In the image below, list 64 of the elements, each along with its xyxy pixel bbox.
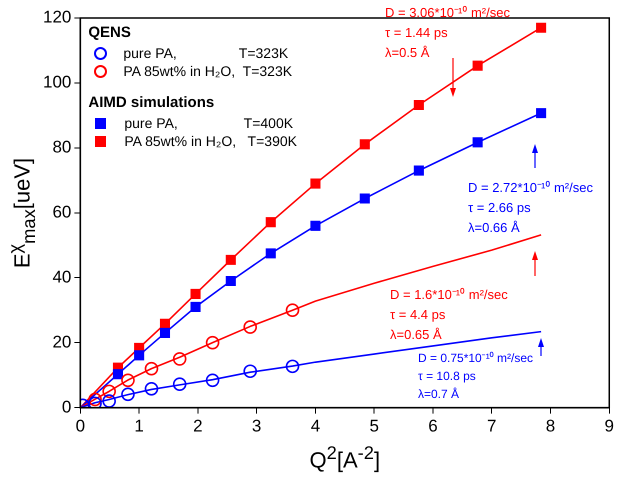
point bbox=[206, 336, 220, 350]
annotation: AIMD simulations bbox=[88, 94, 216, 112]
point bbox=[190, 302, 201, 312]
point bbox=[360, 139, 370, 150]
y-tick-label: 40 bbox=[52, 267, 72, 286]
point bbox=[536, 22, 546, 33]
y-tick-label: 80 bbox=[52, 138, 72, 157]
point bbox=[286, 360, 300, 374]
point bbox=[88, 396, 102, 408]
point bbox=[102, 384, 116, 398]
y-tick-label: 20 bbox=[52, 332, 72, 352]
point bbox=[134, 350, 144, 360]
legend-label: pure PA, T=323K bbox=[123, 44, 288, 62]
point bbox=[266, 248, 276, 258]
point bbox=[536, 108, 546, 118]
point bbox=[144, 382, 158, 396]
point bbox=[102, 394, 116, 408]
y-tick-label: 0 bbox=[62, 397, 72, 416]
y-tick-label: 60 bbox=[52, 202, 72, 222]
annotation: D = 1.6*10⁻¹⁰ m²/sec τ = 4.4 ps λ=0.65 Å bbox=[390, 286, 508, 344]
x-tick-label: 9 bbox=[604, 416, 614, 436]
legend-label: PA 85wt% in H₂O, T=390K bbox=[124, 132, 297, 150]
point bbox=[172, 352, 186, 366]
point bbox=[226, 276, 236, 286]
x-axis-title: Q$^{2}$[A$^{-2}$] bbox=[308, 442, 382, 474]
annotation: D = 0.75*10⁻¹⁰ m²/sec τ = 10.8 ps λ=0.7 Å bbox=[418, 350, 534, 403]
point bbox=[360, 193, 370, 204]
annotation: D = 3.06*10⁻¹⁰ m²/sec τ = 1.44 ps λ=0.5 Å bbox=[385, 4, 510, 62]
point bbox=[243, 320, 258, 334]
point bbox=[172, 377, 186, 392]
x-tick-label: 8 bbox=[546, 416, 556, 436]
x-tick-label: 3 bbox=[252, 416, 262, 436]
annotation: D = 2.72*10⁻¹⁰ m²/sec τ = 2.66 ps λ=0.66 Å bbox=[468, 179, 593, 237]
x-tick-label: 5 bbox=[369, 416, 379, 436]
legend-label: pure PA, T=400K bbox=[124, 114, 294, 132]
point bbox=[121, 387, 135, 402]
point bbox=[243, 364, 258, 378]
x-tick-label: 1 bbox=[134, 416, 144, 436]
point bbox=[266, 217, 276, 228]
x-tick-label: 0 bbox=[76, 416, 86, 436]
y-tick-label: 120 bbox=[42, 8, 72, 27]
point bbox=[472, 137, 483, 148]
point bbox=[121, 374, 135, 388]
x-tick-label: 2 bbox=[193, 416, 203, 436]
x-tick-label: 4 bbox=[310, 416, 320, 436]
point bbox=[226, 254, 236, 265]
y-tick-label: 100 bbox=[42, 72, 72, 92]
point bbox=[414, 100, 424, 110]
point bbox=[414, 166, 424, 176]
legend-title: QENS bbox=[88, 24, 132, 42]
x-tick-label: 6 bbox=[428, 416, 438, 436]
point bbox=[160, 318, 170, 329]
point bbox=[144, 362, 158, 376]
point bbox=[310, 220, 320, 231]
point bbox=[472, 60, 483, 71]
point bbox=[88, 392, 102, 406]
legend-label: PA 85wt% in H₂O, T=323K bbox=[123, 62, 292, 80]
point bbox=[286, 303, 300, 317]
point bbox=[112, 369, 124, 380]
point bbox=[190, 288, 201, 300]
point bbox=[160, 328, 170, 338]
x-tick-label: 7 bbox=[487, 416, 496, 436]
point bbox=[206, 374, 220, 388]
point bbox=[310, 178, 320, 189]
